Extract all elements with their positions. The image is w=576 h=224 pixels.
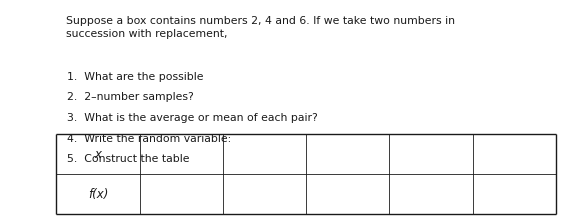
Text: f(x): f(x) bbox=[88, 187, 108, 200]
Text: 5.  Construct the table: 5. Construct the table bbox=[67, 154, 190, 164]
Text: 1.  What are the possible: 1. What are the possible bbox=[67, 72, 204, 82]
Text: 2.  2–number samples?: 2. 2–number samples? bbox=[67, 92, 194, 102]
Text: x: x bbox=[94, 148, 101, 161]
Text: 4.  Write the random variable:: 4. Write the random variable: bbox=[67, 134, 232, 144]
Text: 3.  What is the average or mean of each pair?: 3. What is the average or mean of each p… bbox=[67, 113, 318, 123]
Text: Suppose a box contains numbers 2, 4 and 6. If we take two numbers in
succession : Suppose a box contains numbers 2, 4 and … bbox=[66, 16, 455, 39]
